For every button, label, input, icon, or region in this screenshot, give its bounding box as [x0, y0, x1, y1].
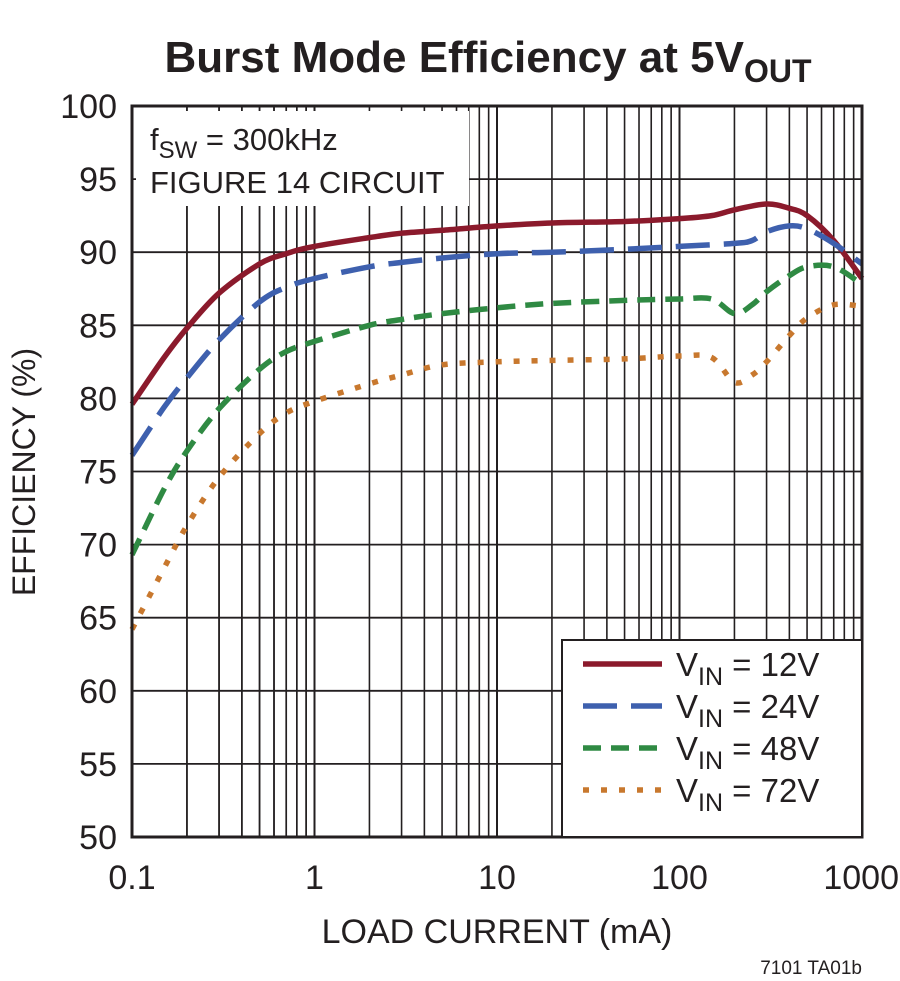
x-tick-label: 1000 — [823, 859, 899, 897]
legend-label-sub: IN — [698, 705, 723, 733]
annotation-sw: SW — [159, 137, 198, 164]
y-tick-label: 70 — [79, 527, 117, 565]
y-tick-label: 55 — [79, 746, 117, 784]
legend-label-4: VIN = 72V — [676, 772, 819, 817]
legend-label-v: V — [676, 688, 698, 725]
y-tick-label: 75 — [79, 454, 117, 492]
legend-label-value: = 24V — [723, 688, 819, 725]
chart-title-main: Burst Mode Efficiency at 5V — [164, 33, 744, 82]
legend-label-sub: IN — [698, 789, 723, 817]
legend-label-3: VIN = 48V — [676, 730, 819, 775]
legend-label-v: V — [676, 772, 698, 809]
tick-labels: 0.1 1 10 100 1000 100 95 90 85 80 75 70 65 60 55 50 — [60, 88, 899, 897]
y-tick-label: 60 — [79, 673, 117, 711]
annotation-box — [136, 111, 469, 206]
legend-label-value: = 12V — [723, 646, 819, 683]
legend-label-sub: IN — [698, 663, 723, 691]
x-axis-label: LOAD CURRENT (mA) — [322, 913, 673, 951]
series-layer — [129, 201, 865, 631]
y-tick-label: 85 — [79, 307, 117, 345]
series-line-3 — [129, 262, 864, 557]
series-line-2 — [129, 222, 864, 457]
legend-label-2: VIN = 24V — [676, 688, 819, 733]
x-tick-label: 10 — [478, 859, 516, 897]
x-tick-label: 0.1 — [108, 859, 155, 897]
figure-footnote: 7101 TA01b — [760, 958, 862, 979]
y-tick-label: 95 — [79, 161, 117, 199]
annotation-f: f — [150, 122, 159, 157]
legend-label-sub: IN — [698, 747, 723, 775]
plot-frame — [130, 104, 864, 839]
y-tick-label: 65 — [79, 600, 117, 638]
annotation-line-2: FIGURE 14 CIRCUIT — [150, 165, 445, 200]
legend-label-v: V — [676, 730, 698, 767]
chart-title: Burst Mode Efficiency at 5VOUT — [164, 33, 811, 89]
x-tick-label: 1 — [305, 859, 324, 897]
y-tick-label: 80 — [79, 380, 117, 418]
series-line-1 — [129, 201, 865, 406]
series-line-4 — [129, 301, 863, 631]
legend-label-v: V — [676, 646, 698, 683]
legend-box — [561, 639, 863, 838]
y-tick-label: 100 — [60, 88, 117, 126]
x-tick-label: 100 — [651, 859, 708, 897]
legend-label-value: = 48V — [723, 730, 819, 767]
legend-label-value: = 72V — [723, 772, 819, 809]
y-tick-label: 90 — [79, 234, 117, 272]
annotation-line-1: fSW = 300kHz — [150, 122, 338, 164]
legend-label-1: VIN = 12V — [676, 646, 819, 691]
y-axis-label: EFFICIENCY (%) — [6, 348, 42, 596]
annotation-freq: = 300kHz — [197, 122, 337, 157]
chart-title-subscript: OUT — [744, 53, 812, 89]
y-tick-label: 50 — [79, 819, 117, 857]
